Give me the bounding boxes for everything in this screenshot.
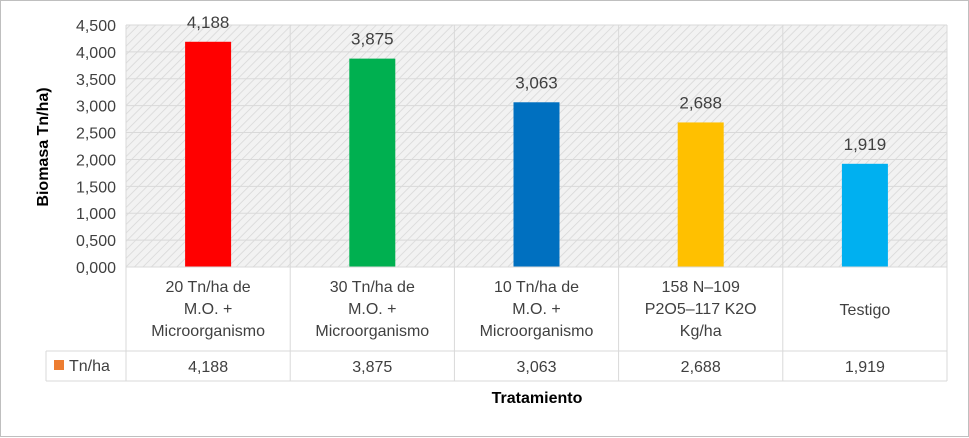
y-axis-ticks: 0,000 0,500 1,000 1,500 2,000 2,500 3,000 3,500… — [76, 18, 116, 277]
category-label: 10 Tn/ha de — [494, 279, 579, 296]
category-label: P2O5–117 K2O — [645, 301, 757, 318]
data-labels: 4,188 3,875 3,063 2,688 1,919 — [187, 13, 886, 154]
category-label: M.O. + — [348, 301, 396, 318]
bar — [841, 163, 888, 267]
bar — [677, 122, 724, 267]
table-value: 2,688 — [681, 359, 721, 376]
bar — [185, 41, 232, 267]
bar — [349, 58, 396, 267]
y-tick-label: 1,500 — [76, 179, 116, 196]
y-tick-label: 4,000 — [76, 45, 116, 62]
legend-label: Tn/ha — [69, 358, 110, 375]
category-label: M.O. + — [184, 301, 232, 318]
category-label: Testigo — [840, 302, 891, 319]
table-value: 3,063 — [516, 359, 556, 376]
data-label: 4,188 — [187, 13, 230, 32]
y-tick-label: 0,000 — [76, 260, 116, 277]
category-label: M.O. + — [512, 301, 560, 318]
table-value: 3,875 — [352, 359, 392, 376]
category-label: Microorganismo — [315, 323, 429, 340]
y-tick-label: 2,500 — [76, 126, 116, 143]
y-tick-label: 3,000 — [76, 99, 116, 116]
data-label: 2,688 — [679, 93, 722, 112]
data-label: 3,063 — [515, 73, 558, 92]
category-label: 30 Tn/ha de — [330, 279, 415, 296]
x-axis-title: Tratamiento — [492, 390, 583, 407]
category-label: Microorganismo — [151, 323, 265, 340]
category-label: Kg/ha — [680, 323, 722, 340]
table-value: 4,188 — [188, 359, 228, 376]
y-tick-label: 2,000 — [76, 152, 116, 169]
data-table: 20 Tn/ha de M.O. + Microorganismo 30 Tn/ha … — [45, 266, 948, 382]
table-value: 1,919 — [845, 359, 885, 376]
y-tick-label: 3,500 — [76, 72, 116, 89]
y-tick-label: 0,500 — [76, 233, 116, 250]
bar — [513, 102, 560, 268]
category-label: 20 Tn/ha de — [166, 279, 251, 296]
category-label: Microorganismo — [480, 323, 594, 340]
category-label: 158 N–109 — [662, 279, 740, 296]
y-tick-label: 4,500 — [76, 18, 116, 35]
legend-swatch — [54, 360, 64, 370]
y-tick-label: 1,000 — [76, 206, 116, 223]
y-axis-title: Biomasa Tn/ha) — [35, 87, 52, 206]
data-label: 3,875 — [351, 30, 394, 49]
data-label: 1,919 — [844, 135, 887, 154]
bars — [185, 41, 888, 268]
